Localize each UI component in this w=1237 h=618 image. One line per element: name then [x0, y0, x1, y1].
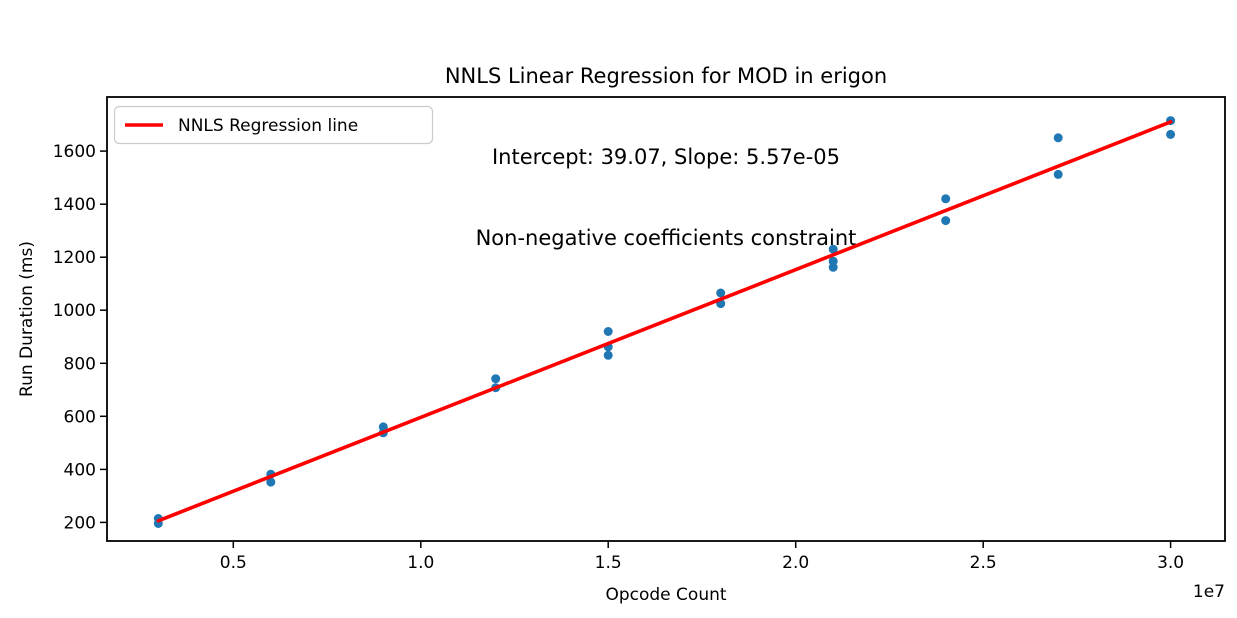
chart-title: NNLS Linear Regression for MOD in erigon…: [107, 9, 1225, 306]
title-line-main: NNLS Linear Regression for MOD in erigon: [444, 64, 888, 88]
data-point: [603, 350, 613, 360]
y-tick-label: 800: [64, 354, 96, 374]
y-tick-label: 200: [64, 513, 96, 533]
y-tick-label: 1000: [53, 301, 96, 321]
y-tick-label: 1200: [53, 248, 96, 268]
plot-border: [106, 96, 1226, 542]
data-point: [941, 216, 951, 226]
x-tick-label: 1.5: [595, 553, 622, 573]
x-tick-label: 2.5: [970, 553, 997, 573]
y-tick-label: 600: [64, 407, 96, 427]
x-tick-label: 0.5: [220, 553, 247, 573]
data-point: [603, 327, 613, 336]
data-point: [828, 244, 838, 254]
x-tick-label: 2.0: [782, 553, 809, 573]
x-tick-label: 1.0: [407, 553, 434, 573]
regression-line: [156, 120, 1173, 523]
y-tick-label: 400: [64, 460, 96, 480]
data-point: [1053, 133, 1063, 143]
legend-label: NNLS Regression line: [178, 116, 358, 136]
data-point: [1166, 129, 1176, 139]
y-axis-label: Run Duration (ms): [17, 241, 37, 397]
x-tick-label: 3.0: [1157, 553, 1184, 573]
data-point: [828, 262, 838, 272]
x-axis-label: Opcode Count: [605, 585, 726, 605]
title-line-coefficients: Intercept: 39.07, Slope: 5.57e-05: [491, 145, 841, 169]
data-point: [491, 374, 501, 384]
legend: NNLS Regression line: [113, 105, 434, 145]
data-point: [266, 477, 276, 487]
data-point: [941, 194, 951, 204]
legend-box: [113, 105, 434, 145]
data-point: [1053, 169, 1063, 179]
x-axis-offset-label: 1e7: [1193, 582, 1225, 602]
data-point: [716, 288, 726, 298]
title-line-constraint: Non-negative coefficients constraint: [475, 226, 857, 250]
y-tick-label: 1400: [53, 195, 96, 215]
y-tick-label: 1600: [53, 142, 96, 162]
